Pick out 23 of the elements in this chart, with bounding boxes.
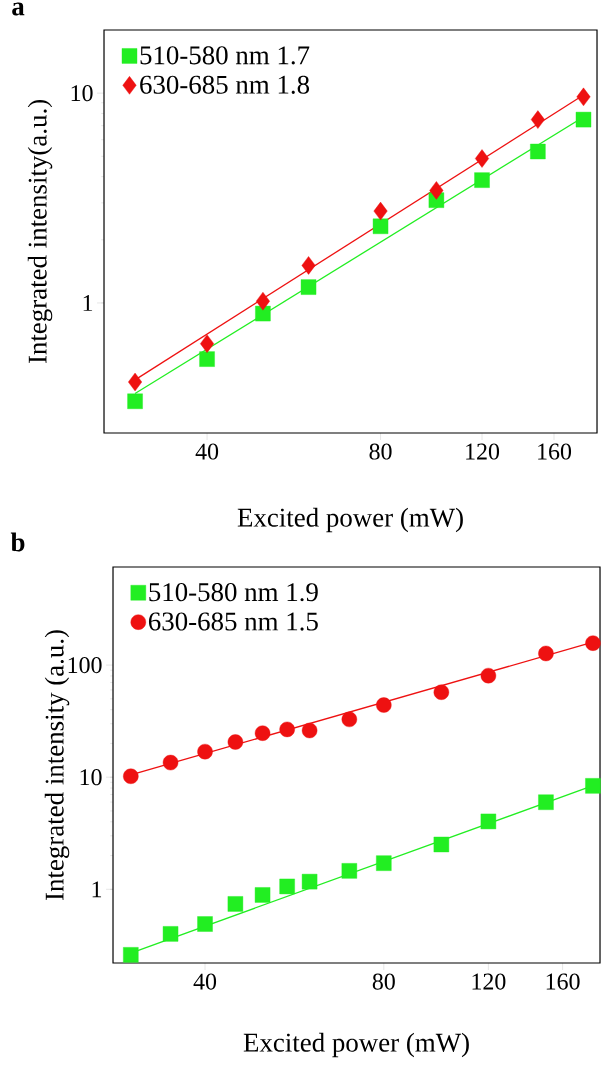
x-axis-title: Excited power (mW): [243, 1032, 469, 1058]
x-tick-label: 40: [193, 973, 217, 990]
legend-label: 510-580 nm 1.9: [149, 583, 318, 602]
y-axis-title: Integrated intensity(a.u.): [27, 100, 53, 364]
y-tick-label: 10: [71, 85, 93, 102]
y-tick-label: 1: [92, 881, 102, 898]
x-tick-label: 120: [472, 973, 506, 990]
legend-label: 630-685 nm 1.5: [148, 612, 318, 631]
x-tick-label: 80: [372, 973, 395, 990]
legend-label: 630-685 nm 1.8: [140, 75, 310, 94]
y-axis-title: Integrated intensity (a.u.): [44, 630, 70, 900]
chart-title: b: [10, 532, 25, 552]
x-tick-label: 160: [538, 443, 572, 460]
y-tick-label: 1: [83, 295, 93, 311]
y-tick-label: 10: [80, 769, 102, 786]
y-tick-label: 100: [68, 657, 102, 674]
legend-label: 510-580 nm 1.7: [140, 46, 310, 65]
x-tick-label: 40: [195, 443, 219, 460]
x-tick-label: 160: [546, 973, 580, 990]
x-tick-label: 80: [369, 443, 392, 460]
chart-title: a: [12, 2, 25, 16]
x-axis-title: Excited power (mW): [237, 507, 463, 533]
x-tick-label: 120: [466, 443, 500, 460]
